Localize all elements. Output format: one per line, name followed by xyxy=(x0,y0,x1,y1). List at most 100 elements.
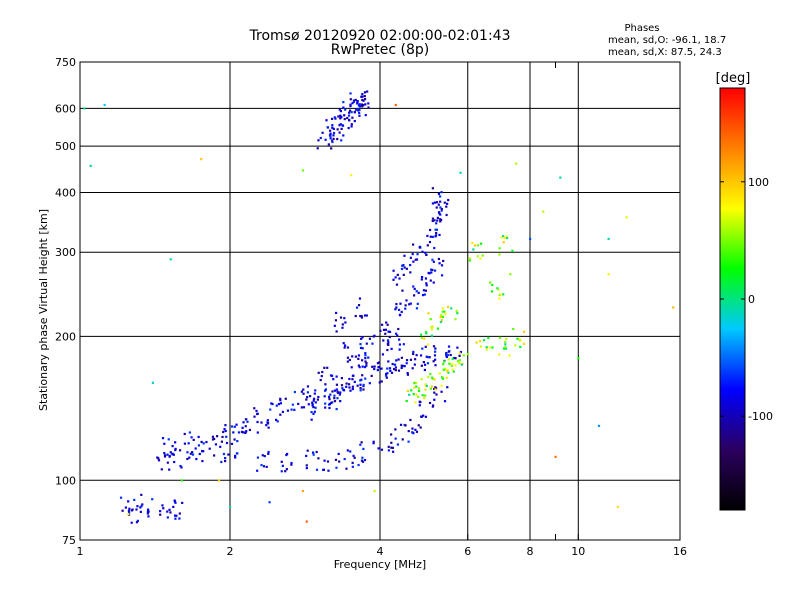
data-point xyxy=(326,366,329,369)
data-point xyxy=(437,203,440,206)
data-point xyxy=(412,260,415,263)
data-point xyxy=(349,98,352,101)
x-tick-label: 6 xyxy=(464,545,471,558)
data-point xyxy=(437,257,440,261)
y-tick-label: 400 xyxy=(55,186,76,199)
data-point xyxy=(421,250,424,253)
data-point xyxy=(439,213,442,216)
data-point xyxy=(159,513,162,516)
data-point xyxy=(399,314,402,317)
data-point xyxy=(351,116,354,119)
data-point xyxy=(361,365,364,368)
data-point xyxy=(267,452,270,455)
data-point xyxy=(388,330,392,334)
data-point xyxy=(349,103,352,106)
data-point xyxy=(139,506,142,509)
data-point xyxy=(392,278,395,281)
data-point xyxy=(311,403,314,406)
data-point xyxy=(417,387,420,390)
data-point xyxy=(442,363,445,366)
data-point xyxy=(333,394,336,397)
data-point xyxy=(315,468,319,471)
data-point xyxy=(519,339,522,342)
data-point xyxy=(616,505,619,509)
data-point xyxy=(431,268,434,272)
data-point xyxy=(368,337,372,340)
data-point xyxy=(328,398,331,401)
data-point xyxy=(286,409,290,412)
data-point xyxy=(323,389,327,392)
data-point xyxy=(290,463,293,466)
data-point xyxy=(183,442,187,445)
data-point xyxy=(330,147,333,150)
data-point xyxy=(338,131,341,134)
data-point xyxy=(482,339,486,342)
data-point xyxy=(162,507,165,510)
data-point xyxy=(424,277,428,280)
data-point xyxy=(166,461,169,464)
data-point xyxy=(194,447,197,450)
data-point xyxy=(394,366,398,369)
data-point xyxy=(386,348,389,352)
data-point xyxy=(248,428,252,432)
data-point xyxy=(362,384,365,388)
data-point xyxy=(348,358,351,362)
data-point xyxy=(324,138,327,141)
data-point xyxy=(439,200,442,203)
data-point xyxy=(302,406,306,409)
data-point xyxy=(329,374,333,377)
data-point xyxy=(279,413,282,416)
data-point xyxy=(402,343,405,346)
data-point xyxy=(361,460,365,463)
data-point xyxy=(452,370,455,373)
data-point xyxy=(360,441,363,444)
data-point xyxy=(348,119,351,122)
data-point xyxy=(255,409,258,413)
data-point xyxy=(438,233,441,237)
data-point xyxy=(192,438,195,442)
data-point xyxy=(411,252,414,256)
data-point xyxy=(509,273,512,276)
data-point xyxy=(213,454,216,457)
data-point xyxy=(416,253,419,256)
chart-subtitle: RwPretec (8p) xyxy=(331,42,429,58)
data-point xyxy=(266,422,270,425)
data-point xyxy=(312,412,315,415)
data-point xyxy=(280,460,283,463)
data-point xyxy=(435,393,438,396)
data-point xyxy=(317,371,320,374)
data-point xyxy=(310,418,313,421)
data-point xyxy=(365,362,368,365)
data-point xyxy=(361,95,364,98)
data-point xyxy=(466,352,470,356)
data-point xyxy=(387,360,390,363)
data-point xyxy=(522,342,526,346)
data-point xyxy=(607,273,610,276)
data-point xyxy=(244,418,248,421)
data-point xyxy=(414,358,417,361)
data-point xyxy=(498,336,502,339)
data-point xyxy=(350,366,353,369)
data-point xyxy=(440,319,443,322)
data-point xyxy=(350,125,353,128)
data-point xyxy=(433,354,437,357)
data-point xyxy=(317,139,320,142)
data-point xyxy=(394,437,397,440)
data-point xyxy=(417,424,420,427)
data-point xyxy=(365,314,368,317)
data-point xyxy=(446,368,449,372)
data-point xyxy=(131,508,134,511)
data-point xyxy=(306,385,310,388)
data-point xyxy=(432,360,435,363)
data-point xyxy=(351,102,354,105)
data-point xyxy=(360,315,363,318)
data-point xyxy=(370,374,373,378)
data-point xyxy=(434,364,437,367)
data-point xyxy=(425,282,428,285)
data-point xyxy=(363,365,367,369)
data-point xyxy=(426,343,430,346)
data-point xyxy=(220,440,224,443)
data-point xyxy=(443,360,446,363)
data-point xyxy=(191,451,194,454)
data-point xyxy=(517,337,521,341)
